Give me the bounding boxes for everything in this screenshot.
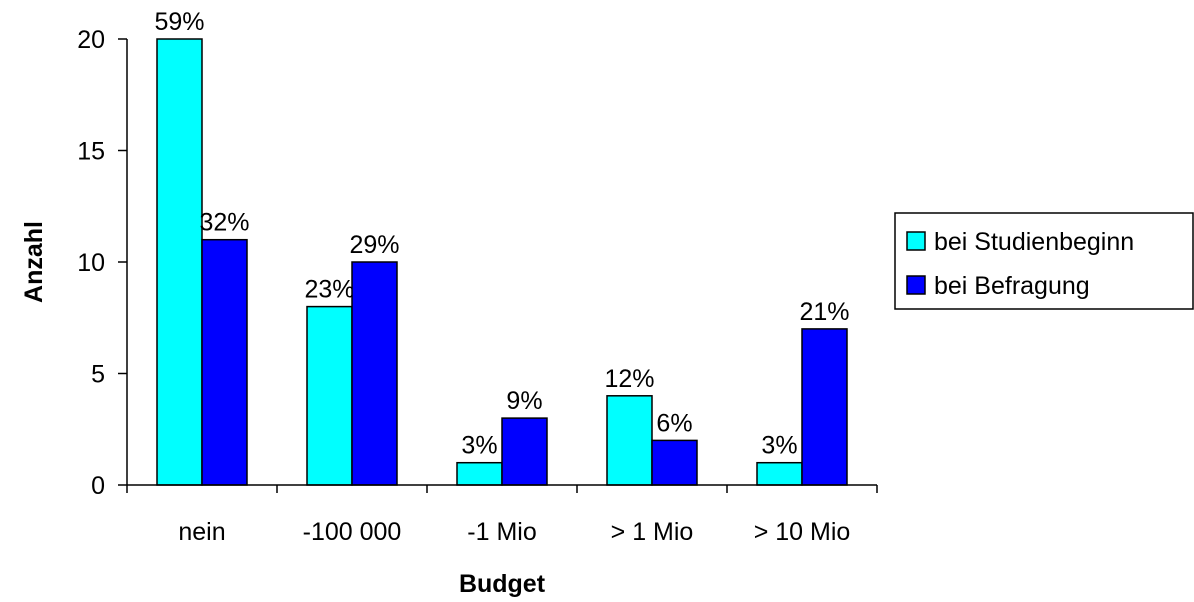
y-tick-label: 0 — [91, 472, 105, 500]
data-label: 9% — [506, 387, 542, 415]
data-label: 59% — [154, 8, 204, 36]
bar — [456, 461, 503, 486]
x-tick-label: -100 000 — [303, 518, 402, 546]
bar — [351, 261, 398, 486]
data-label: 3% — [761, 432, 797, 460]
legend-swatch-series-2 — [906, 275, 926, 295]
data-label: 12% — [604, 365, 654, 393]
legend-box — [894, 212, 1194, 310]
legend-label-series-2: bei Befragung — [934, 272, 1090, 300]
data-label: 6% — [656, 409, 692, 437]
plot-area: 59% 32% nein 23% 29% -100 000 3% 9% -1 Mio 12%6% >… — [77, 8, 878, 546]
data-label: 3% — [461, 432, 497, 460]
bar — [306, 305, 353, 486]
x-tick-label: > 10 Mio — [754, 518, 851, 546]
y-tick-label: 15 — [77, 138, 105, 166]
data-label: 23% — [304, 276, 354, 304]
legend: bei Studienbeginn bei Befragung — [894, 212, 1194, 310]
x-tick-label: > 1 Mio — [611, 518, 694, 546]
bar — [156, 38, 203, 486]
bar — [501, 417, 548, 486]
data-label: 32% — [199, 209, 249, 237]
legend-label-series-1: bei Studienbeginn — [934, 228, 1134, 256]
y-tick-label: 5 — [91, 361, 105, 389]
x-tick-label: -1 Mio — [467, 518, 536, 546]
bar — [606, 395, 653, 486]
legend-swatch-series-1 — [906, 231, 926, 251]
data-label: 29% — [349, 231, 399, 259]
bar — [201, 238, 248, 486]
y-tick-label: 20 — [77, 26, 105, 54]
data-label: 21% — [799, 298, 849, 326]
bar — [801, 328, 848, 486]
bar — [756, 461, 803, 486]
bar — [651, 439, 698, 486]
y-axis-title: Anzahl — [20, 221, 48, 303]
x-tick-label: nein — [178, 518, 225, 546]
x-axis-title: Budget — [459, 570, 546, 598]
y-tick-label: 10 — [77, 249, 105, 277]
